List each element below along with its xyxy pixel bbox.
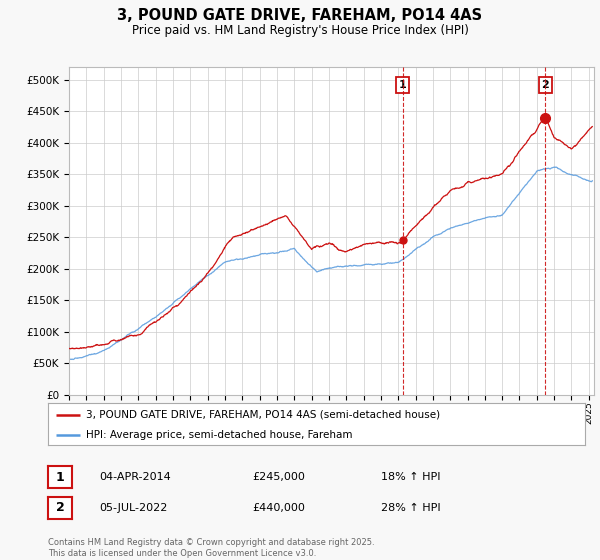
- Text: £245,000: £245,000: [252, 472, 305, 482]
- Text: 05-JUL-2022: 05-JUL-2022: [99, 503, 167, 513]
- Text: 2: 2: [56, 501, 64, 515]
- Text: HPI: Average price, semi-detached house, Fareham: HPI: Average price, semi-detached house,…: [86, 430, 352, 440]
- Text: 18% ↑ HPI: 18% ↑ HPI: [381, 472, 440, 482]
- Text: £440,000: £440,000: [252, 503, 305, 513]
- Text: 04-APR-2014: 04-APR-2014: [99, 472, 171, 482]
- Text: 1: 1: [398, 80, 406, 90]
- Text: 3, POUND GATE DRIVE, FAREHAM, PO14 4AS (semi-detached house): 3, POUND GATE DRIVE, FAREHAM, PO14 4AS (…: [86, 410, 440, 420]
- Text: 1: 1: [56, 470, 64, 484]
- Text: 2: 2: [542, 80, 550, 90]
- Text: Price paid vs. HM Land Registry's House Price Index (HPI): Price paid vs. HM Land Registry's House …: [131, 24, 469, 36]
- Text: 3, POUND GATE DRIVE, FAREHAM, PO14 4AS: 3, POUND GATE DRIVE, FAREHAM, PO14 4AS: [118, 8, 482, 24]
- Text: 28% ↑ HPI: 28% ↑ HPI: [381, 503, 440, 513]
- Text: Contains HM Land Registry data © Crown copyright and database right 2025.
This d: Contains HM Land Registry data © Crown c…: [48, 538, 374, 558]
